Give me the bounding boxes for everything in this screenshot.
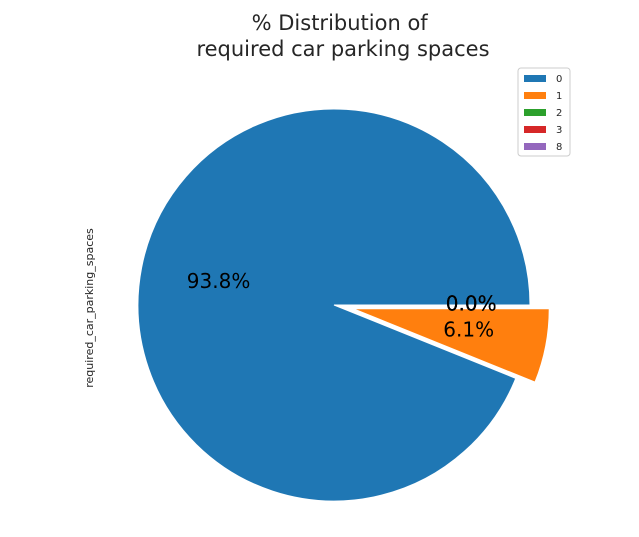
pie-slice-0 (137, 108, 531, 502)
pie-slices (137, 108, 550, 502)
pct-label-8: 0.0% (446, 292, 497, 316)
chart-title-line-1: % Distribution of (252, 11, 429, 35)
chart-title: % Distribution of required car parking s… (196, 11, 489, 61)
legend-label-3: 3 (556, 125, 562, 136)
legend-label-1: 1 (556, 91, 562, 102)
legend-swatch-2 (524, 109, 546, 116)
pct-label-2: 0.0% (446, 292, 497, 316)
legend-swatch-0 (524, 75, 546, 82)
legend-swatch-3 (524, 126, 546, 133)
legend: 0 1 2 3 8 (517, 67, 571, 157)
legend-label-8: 8 (556, 142, 562, 153)
legend-label-2: 2 (556, 108, 562, 119)
legend-label-0: 0 (556, 74, 562, 85)
legend-swatch-8 (524, 143, 546, 150)
pie-slice-1 (353, 308, 550, 383)
pct-label-1: 6.1% (443, 318, 494, 342)
pct-label-3: 0.0% (446, 292, 497, 316)
y-axis-label: required_car_parking_spaces (83, 228, 96, 388)
pct-labels: 93.8%6.1%0.0%0.0%0.0% (187, 269, 497, 342)
pct-label-0: 93.8% (187, 269, 251, 293)
chart-title-line-2: required car parking spaces (196, 37, 489, 61)
legend-swatch-1 (524, 92, 546, 99)
